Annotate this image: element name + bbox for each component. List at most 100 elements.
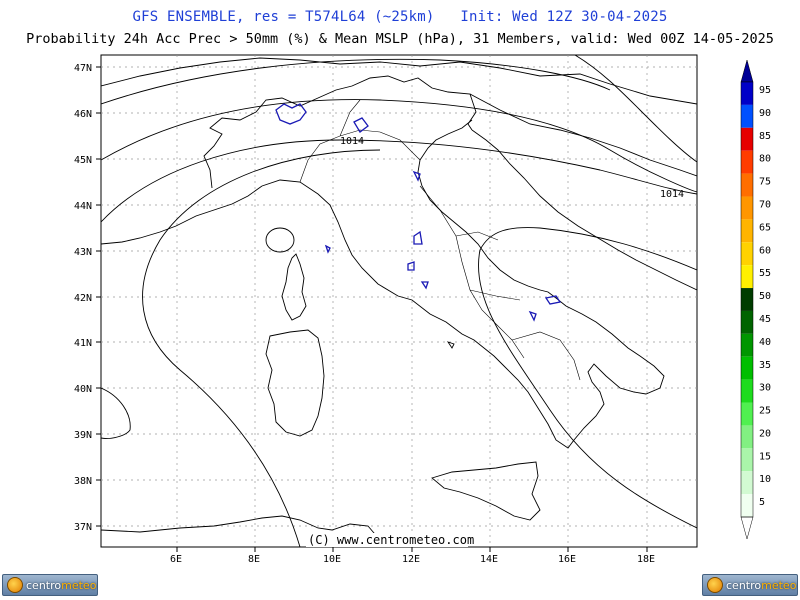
lat-label-45n: 45N — [74, 155, 92, 166]
legend-swatch — [741, 448, 753, 472]
isobar-1014-south — [101, 139, 697, 223]
lon-label-14e: 14E — [480, 554, 498, 565]
legend-swatch — [741, 265, 753, 289]
legend-swatch — [741, 402, 753, 426]
lat-label-37n: 37N — [74, 522, 92, 533]
isobar-southeast — [478, 227, 697, 529]
legend-label: 70 — [759, 199, 771, 210]
logo-right-text-a: centro — [726, 578, 762, 592]
logo-left-globe-icon — [7, 577, 23, 593]
north-border — [101, 57, 697, 105]
logo-right-text: centrometeo — [726, 579, 796, 592]
legend-swatch — [741, 219, 753, 243]
legend-swatch — [741, 288, 753, 311]
legend-swatch — [741, 196, 753, 220]
graticule — [101, 55, 697, 547]
lon-label-10e: 10E — [323, 554, 341, 565]
legend-swatch — [741, 494, 753, 517]
legend-swatch — [741, 471, 753, 495]
longitude-labels: 6E 8E 10E 12E 14E 16E 18E — [170, 554, 655, 565]
logo-left[interactable]: centrometeo — [2, 574, 98, 596]
latitude-ticks — [96, 66, 101, 527]
lon-label-16e: 16E — [558, 554, 576, 565]
logo-left-text: centrometeo — [26, 579, 96, 592]
legend-label: 40 — [759, 337, 771, 348]
legend-arrow-top — [740, 59, 754, 83]
coastlines — [101, 57, 697, 547]
legend-swatch — [741, 333, 753, 357]
legend-swatch — [741, 356, 753, 380]
isobars — [101, 55, 697, 547]
lat-label-43n: 43N — [74, 247, 92, 258]
longitude-ticks — [176, 547, 648, 552]
legend-swatch — [741, 104, 753, 128]
chart-title: GFS ENSEMBLE, res = T574L64 (~25km) Init… — [132, 9, 668, 25]
isobar-label-2: 1014 — [660, 189, 684, 200]
lat-label-42n: 42N — [74, 293, 92, 304]
legend-swatch — [741, 150, 753, 174]
legend-outline — [740, 81, 754, 518]
italy-west-coast — [261, 179, 665, 449]
logo-right-text-b: meteo — [761, 578, 797, 592]
legend-label: 15 — [759, 451, 771, 462]
balkan-coast — [471, 129, 697, 291]
legend-label: 50 — [759, 291, 771, 302]
lat-label-47n: 47N — [74, 63, 92, 74]
lon-label-8e: 8E — [248, 554, 260, 565]
corsica — [281, 253, 307, 321]
legend-label: 35 — [759, 360, 771, 371]
logo-right[interactable]: centrometeo — [702, 574, 798, 596]
isobar-1014 — [101, 99, 697, 193]
legend-label: 20 — [759, 428, 771, 439]
copyright-text: (C) www.centrometeo.com — [308, 533, 474, 547]
legend-label: 90 — [759, 108, 771, 119]
legend-arrow-bottom — [740, 516, 754, 540]
color-legend: 95 90 85 80 75 70 65 60 55 50 45 40 35 30 25 20 15 10 5 — [740, 59, 771, 540]
legend-swatch — [741, 310, 753, 334]
lon-label-6e: 6E — [170, 554, 182, 565]
regional-borders — [299, 99, 581, 381]
sicily — [431, 461, 541, 521]
legend-label: 60 — [759, 245, 771, 256]
isobar-label-1: 1014 — [340, 136, 364, 147]
chart-subtitle: Probability 24h Acc Prec > 50mm (%) & Me… — [26, 31, 774, 47]
legend-label: 30 — [759, 383, 771, 394]
legend-swatch — [741, 425, 753, 449]
lat-label-44n: 44N — [74, 201, 92, 212]
legend-label: 10 — [759, 474, 771, 485]
legend-swatch — [741, 379, 753, 403]
legend-label: 55 — [759, 268, 771, 279]
legend-label: 75 — [759, 177, 771, 188]
lon-label-18e: 18E — [637, 554, 655, 565]
alpine-border — [203, 75, 477, 189]
logo-left-text-a: centro — [26, 578, 62, 592]
sardinia — [265, 329, 325, 437]
italy-adriatic-coast — [417, 119, 541, 291]
lat-label-40n: 40N — [74, 384, 92, 395]
legend-label: 95 — [759, 85, 771, 96]
precip-probability-contours — [275, 103, 562, 322]
legend-label: 5 — [759, 497, 765, 508]
lon-label-12e: 12E — [402, 554, 420, 565]
legend-label: 45 — [759, 314, 771, 325]
lat-label-39n: 39N — [74, 430, 92, 441]
legend-swatch — [741, 242, 753, 266]
copyright-bg — [306, 533, 468, 547]
legend-label: 25 — [759, 406, 771, 417]
north-africa-coast — [101, 515, 391, 547]
legend-swatch — [741, 127, 753, 151]
isobar-ne — [574, 55, 697, 163]
legend-label: 65 — [759, 222, 771, 233]
logo-right-globe-icon — [707, 577, 723, 593]
legend-label: 85 — [759, 131, 771, 142]
latitude-labels: 47N 46N 45N 44N 43N 42N 41N 40N 39N 38N … — [74, 63, 92, 533]
isobar-outer — [101, 58, 611, 105]
isobar-south-loop — [142, 149, 381, 547]
legend-swatch — [741, 173, 753, 197]
lat-label-46n: 46N — [74, 109, 92, 120]
isobar-small-closed — [265, 227, 295, 253]
isobar-west — [101, 387, 131, 439]
lat-label-38n: 38N — [74, 476, 92, 487]
legend-swatch — [741, 82, 753, 105]
